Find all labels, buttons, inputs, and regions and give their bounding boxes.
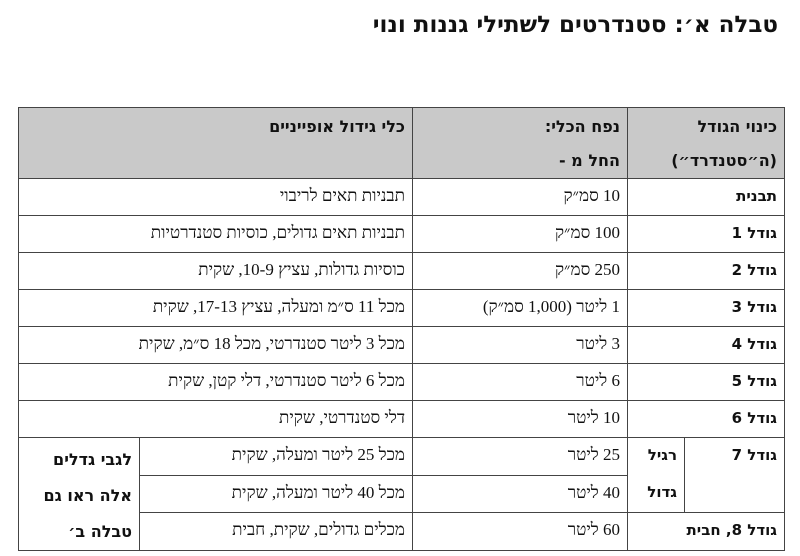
containers-cell: תבניות תאים גדולים, כוסיות סטנדרטיות — [18, 215, 413, 253]
containers-cell: כוסיות גדולות, עציץ 10-9, שקית — [18, 252, 413, 290]
volume-cell: 1 ליטר (1,000 סמ״ק) — [412, 289, 628, 327]
standards-table: כינוי הגודל (ה״סטנדרד״) נפח הכלי: החל מ - … — [18, 107, 785, 551]
size-cell: גודל 6 — [627, 400, 785, 438]
volume-cell: 100 סמ״ק — [412, 215, 628, 253]
volume-cell: 25 ליטר — [412, 437, 628, 476]
containers-cell: מכל 11 ס״מ ומעלה, עציץ 17-13, שקית — [18, 289, 413, 327]
containers-cell: דלי סטנדרטי, שקית — [18, 400, 413, 438]
size-cell: גודל 3 — [627, 289, 785, 327]
size-cell: תבנית — [627, 178, 785, 216]
size-cell: גודל 8, חבית — [627, 512, 785, 551]
table-row: תבנית 10 סמ״ק תבניות תאים לריבוי — [18, 178, 785, 216]
volume-cell: 250 סמ״ק — [412, 252, 628, 290]
note-cell: לגבי גדלים אלה ראו גם טבלה ב׳ — [18, 437, 140, 551]
subsize-cell: רגיל — [627, 437, 685, 476]
table-row: גודל 8, חבית 60 ליטר מכלים גדולים, שקית,… — [19, 512, 785, 551]
header-volume: נפח הכלי: החל מ - — [412, 107, 628, 179]
size-cell: גודל 4 — [627, 326, 785, 364]
volume-cell: 3 ליטר — [412, 326, 628, 364]
size-cell: גודל 7 — [684, 436, 785, 514]
volume-cell: 6 ליטר — [412, 363, 628, 401]
table-row: גדול 40 ליטר מכל 40 ליטר ומעלה, שקית — [19, 474, 785, 514]
volume-cell: 60 ליטר — [412, 512, 628, 551]
table-header-row: כינוי הגודל (ה״סטנדרד״) נפח הכלי: החל מ - … — [18, 107, 785, 179]
containers-cell: מכל 6 ליטר סטנדרטי, דלי קטן, שקית — [18, 363, 413, 401]
containers-cell: מכל 40 ליטר ומעלה, שקית — [139, 474, 413, 514]
table-row: גודל 1 100 סמ״ק תבניות תאים גדולים, כוסיות… — [18, 215, 785, 253]
containers-cell: תבניות תאים לריבוי — [18, 178, 413, 216]
volume-cell: 40 ליטר — [412, 474, 628, 514]
header-containers: כלי גידול אופייניים — [18, 107, 413, 179]
volume-cell: 10 סמ״ק — [412, 178, 628, 216]
volume-cell: 10 ליטר — [412, 400, 628, 438]
page-title: טבלה א׳: סטנדרטים לשתילי גננות ונוי — [372, 12, 778, 38]
size-cell: גודל 2 — [627, 252, 785, 290]
containers-cell: מכל 3 ליטר סטנדרטי, מכל 18 ס״מ, שקית — [18, 326, 413, 364]
table-row: גודל 7 רגיל 25 ליטר מכל 25 ליטר ומעלה, ש… — [18, 436, 785, 551]
table-row: גודל 6 10 ליטר דלי סטנדרטי, שקית — [18, 400, 785, 438]
size-cell: גודל 5 — [627, 363, 785, 401]
table-row: גודל 2 250 סמ״ק כוסיות גדולות, עציץ 10-9, … — [18, 252, 785, 290]
header-size-name: כינוי הגודל (ה״סטנדרד״) — [627, 107, 785, 179]
size-cell: גודל 1 — [627, 215, 785, 253]
containers-cell: מכלים גדולים, שקית, חבית — [139, 512, 413, 551]
subsize-cell: גדול — [627, 475, 685, 514]
containers-cell: מכל 25 ליטר ומעלה, שקית — [139, 437, 413, 476]
